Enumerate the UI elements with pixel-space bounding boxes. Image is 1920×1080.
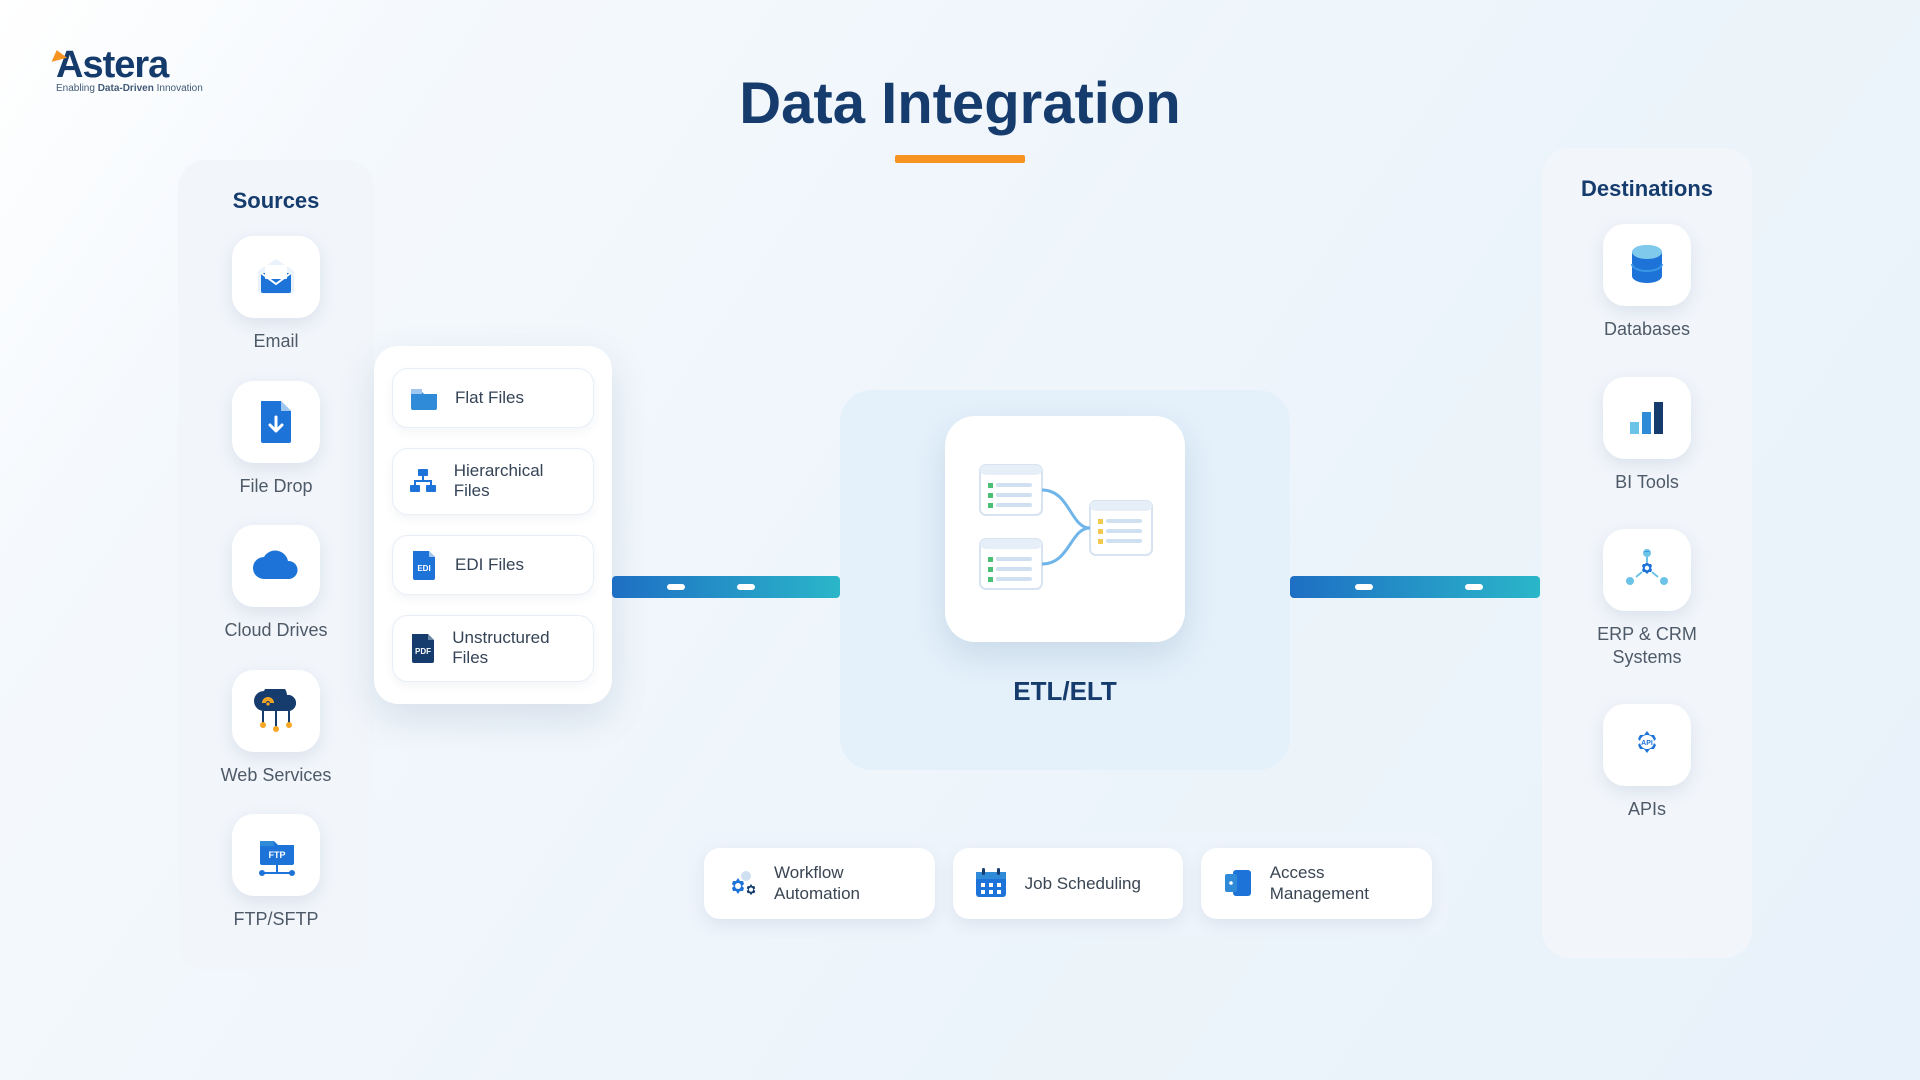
file-flat: Flat Files [392,368,594,428]
filedrop-icon [232,381,320,463]
chip-jobsched: Job Scheduling [953,848,1184,919]
destinations-panel: Destinations Databases BI T [1542,148,1752,958]
email-icon [232,236,320,318]
feature-chips: Workflow Automation Job Scheduling Acces… [688,832,1448,935]
svg-text:PDF: PDF [415,647,431,656]
sources-heading: Sources [200,188,352,214]
source-webservices: Web Services [221,670,332,787]
sources-panel: Sources Email File Drop [178,160,374,970]
dest-bitools: BI Tools [1603,377,1691,494]
file-types-popout: Flat Files Hierarchical Files EDI EDI Fi… [374,346,612,704]
etl-area: ETL/ELT [840,390,1290,770]
edi-icon: EDI [407,548,441,582]
dest-erpcrm: ERP & CRM Systems [1564,529,1730,668]
database-icon [1603,224,1691,306]
destinations-list: Databases BI Tools [1564,224,1730,821]
unstructured-icon: PDF [407,631,438,665]
svg-text:API: API [1641,740,1653,747]
cloud-icon [232,525,320,607]
dest-apis: API APIs [1603,704,1691,821]
destinations-heading: Destinations [1564,176,1730,202]
source-email: Email [232,236,320,353]
webservices-icon [232,670,320,752]
chip-access: Access Management [1201,848,1432,919]
calendar-icon [971,863,1011,903]
svg-text:FTP: FTP [269,850,286,860]
source-clouddrives: Cloud Drives [224,525,327,642]
file-edi: EDI EDI Files [392,535,594,595]
flatfiles-icon [407,381,441,415]
workflow-icon [722,863,760,903]
title-underline [895,155,1025,163]
file-hierarchical: Hierarchical Files [392,448,594,515]
file-unstructured: PDF Unstructured Files [392,615,594,682]
chip-workflow: Workflow Automation [704,848,935,919]
connector-left [612,576,840,598]
source-ftp: FTP FTP/SFTP [232,814,320,931]
erpcrm-icon [1603,529,1691,611]
svg-text:EDI: EDI [417,564,430,573]
source-filedrop: File Drop [232,381,320,498]
api-icon: API [1603,704,1691,786]
access-icon [1219,863,1255,903]
page-title: Data Integration [0,70,1920,137]
ftp-icon: FTP [232,814,320,896]
connector-right [1290,576,1540,598]
barchart-icon [1603,377,1691,459]
etl-label: ETL/ELT [1013,676,1117,707]
hierarchical-icon [407,464,440,498]
etl-diagram-icon [970,449,1160,609]
etl-card [945,416,1185,642]
dest-databases: Databases [1603,224,1691,341]
sources-list: Email File Drop Cloud Drives [200,236,352,931]
